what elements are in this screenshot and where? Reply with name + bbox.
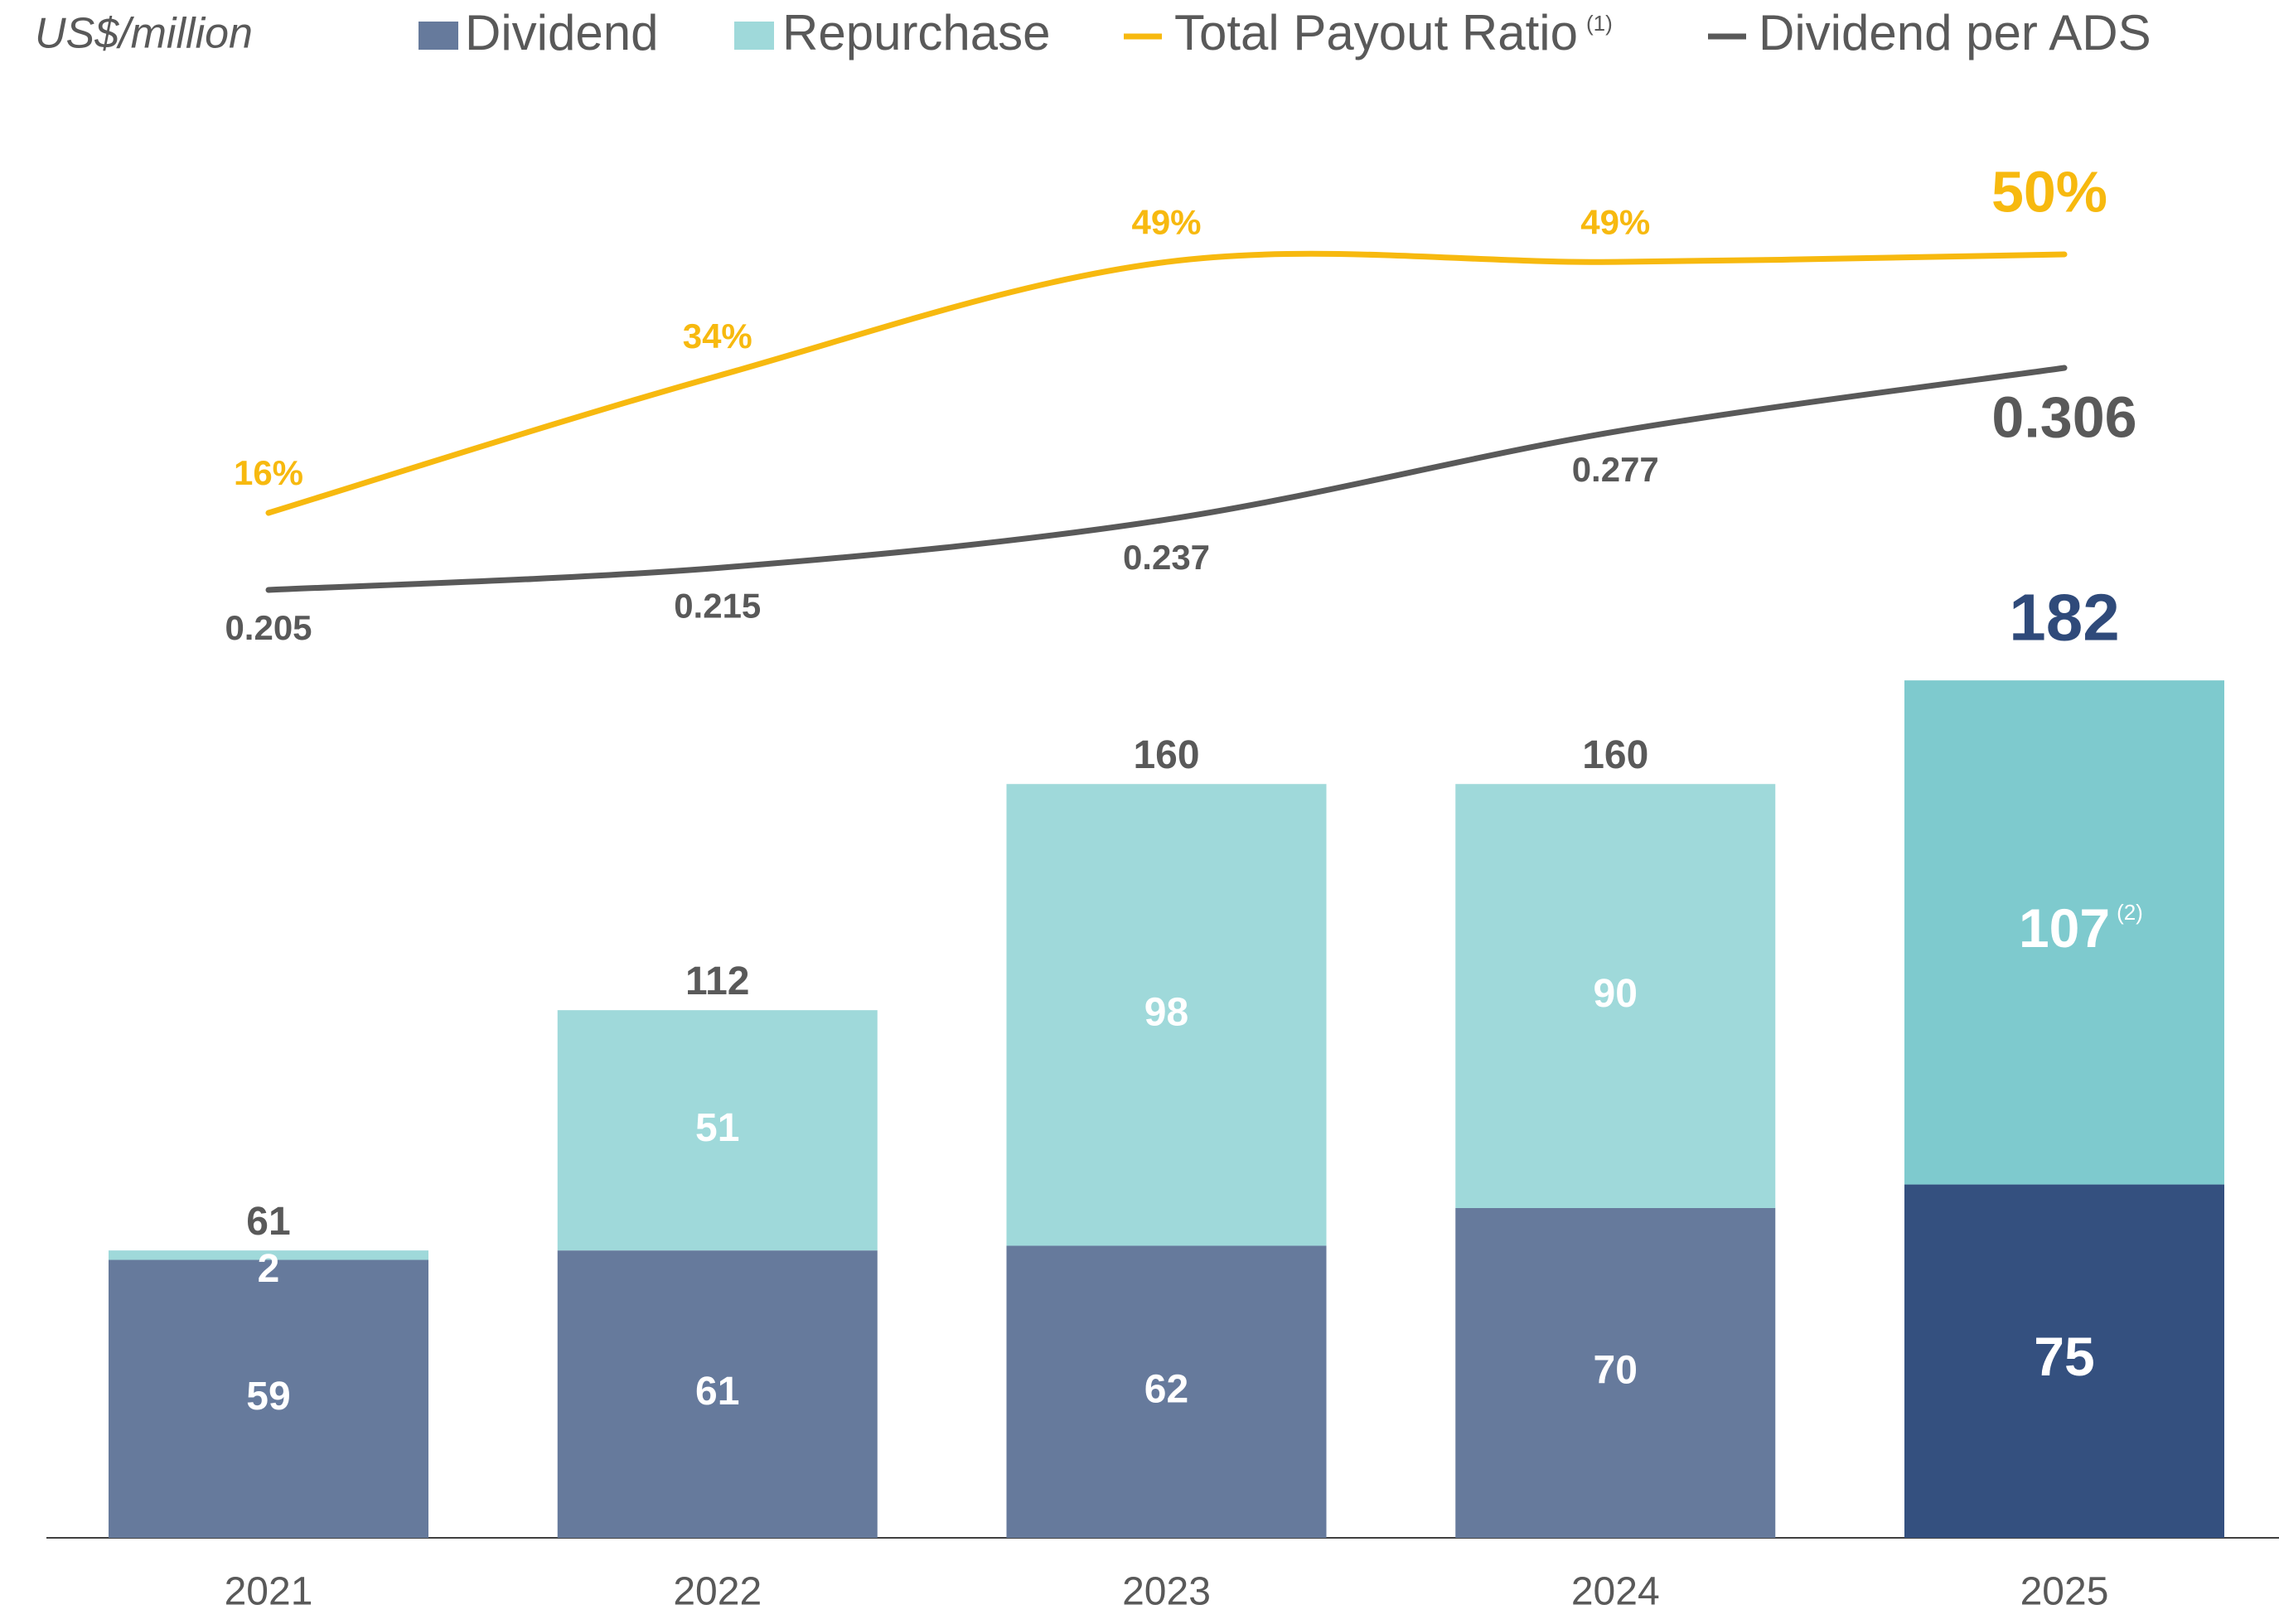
x-tick-label: 2022 (673, 1570, 762, 1614)
bar-segment (1904, 680, 2224, 1185)
line (265, 250, 2068, 516)
x-tick-label: 2023 (1122, 1570, 1211, 1614)
line-label: 0.205 (225, 608, 312, 647)
x-tick-label: 2025 (2020, 1570, 2109, 1614)
bar-segment (1455, 784, 1776, 1208)
line-label: 0.215 (674, 587, 761, 626)
total-label: 112 (685, 959, 749, 1003)
segment-label: 70 (1594, 1349, 1638, 1393)
legend-swatch (419, 22, 458, 50)
legend-label: Dividend (465, 5, 658, 60)
segment-label: 59 (246, 1375, 290, 1419)
line-label: 49% (1131, 202, 1201, 241)
segment-label: 61 (695, 1370, 739, 1414)
line-label: 16% (234, 453, 303, 492)
bar-segment (557, 1250, 878, 1538)
unit-label: US$/million (35, 10, 253, 58)
bar-segment (1006, 784, 1327, 1246)
line (265, 365, 2068, 593)
bar-segment (1455, 1207, 1776, 1538)
legend-label: Dividend per ADS (1759, 5, 2151, 60)
legend-note: (1) (1586, 11, 1613, 36)
segment-label: 90 (1594, 972, 1638, 1016)
segment-label: 98 (1144, 991, 1188, 1035)
legend-swatch (734, 22, 774, 50)
bar-segment (109, 1250, 428, 1260)
total-label: 61 (246, 1200, 290, 1244)
total-label: 160 (1582, 733, 1648, 777)
bar-segment (557, 1010, 878, 1251)
segment-label: 62 (1144, 1367, 1188, 1411)
line-label: 49% (1580, 202, 1650, 241)
total-label: 160 (1133, 733, 1199, 777)
legend-label: Total Payout Ratio (1174, 5, 1578, 60)
bar-segment (1006, 1245, 1327, 1538)
segment-label: 2 (258, 1247, 280, 1291)
segment-note: (2) (2117, 900, 2143, 925)
segment-label: 51 (695, 1106, 739, 1150)
line-label: 0.237 (1123, 538, 1210, 577)
line-label: 0.277 (1572, 450, 1659, 489)
segment-label: 75 (2034, 1326, 2094, 1387)
bar-segment (109, 1259, 428, 1538)
line-label: 50% (1991, 159, 2107, 224)
line-label: 34% (683, 317, 752, 355)
legend-label: Repurchase (782, 5, 1051, 60)
total-label: 182 (2009, 580, 2119, 654)
x-tick-label: 2024 (1571, 1570, 1660, 1614)
bar-segment (1904, 1184, 2224, 1538)
segment-label: 107 (2019, 897, 2110, 959)
line-label: 0.306 (1991, 384, 2136, 449)
x-tick-label: 2021 (225, 1570, 313, 1614)
